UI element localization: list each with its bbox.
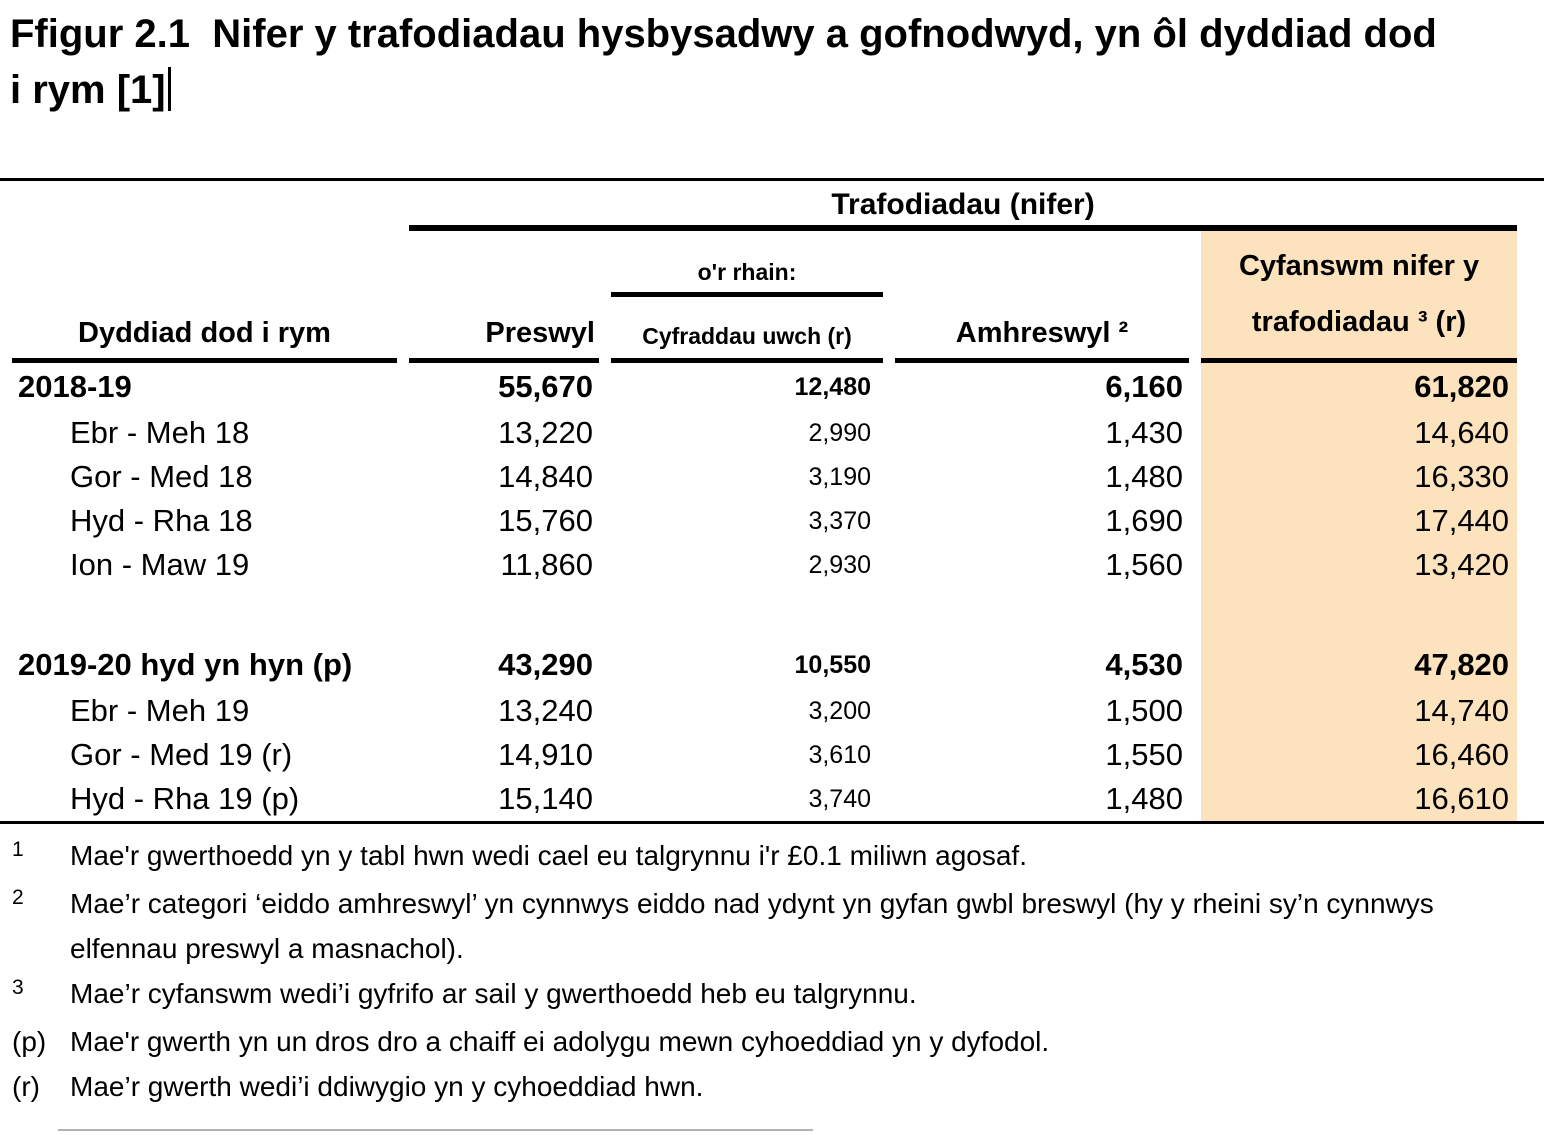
- table-row: Ion - Maw 19 11,860 2,930 1,560 13,420: [12, 543, 1518, 587]
- empty-cell: [409, 587, 599, 641]
- col-header-total-line2: trafodiadau ³ (r): [1251, 306, 1467, 338]
- higher-rates-value: 3,610: [808, 740, 871, 769]
- empty-cell: [895, 231, 1189, 297]
- non-residential-value: 1,480: [1105, 459, 1183, 494]
- higher-rates-value: 12,480: [794, 372, 871, 401]
- col-header-non-residential: Amhreswyl ²: [895, 297, 1189, 363]
- footnote-1: 1 Mae'r gwerthoedd yn y tabl hwn wedi ca…: [12, 833, 1534, 881]
- non-residential-value: 1,550: [1105, 737, 1183, 772]
- col-header-total: Cyfanswm nifer y trafodiadau ³ (r): [1201, 231, 1518, 363]
- empty-cell: [409, 231, 599, 297]
- residential-value: 14,910: [498, 737, 593, 772]
- table-row: Hyd - Rha 19 (p) 15,140 3,740 1,480 16,6…: [12, 777, 1518, 821]
- non-residential-value: 4,530: [1105, 647, 1183, 682]
- table-row-2018-19-total: 2018-19 55,670 12,480 6,160 61,820: [12, 363, 1518, 411]
- row-label: Gor - Med 19 (r): [70, 737, 293, 772]
- footnote-marker: (r): [12, 1071, 40, 1102]
- footnote-2: 2 Mae’r categori ‘eiddo amhreswyl’ yn cy…: [12, 881, 1534, 971]
- footnote-r: (r) Mae’r gwerth wedi’i ddiwygio yn y cy…: [12, 1064, 1534, 1109]
- table-row-2019-20-total: 2019-20 hyd yn hyn (p) 43,290 10,550 4,5…: [12, 641, 1518, 689]
- non-residential-value: 1,690: [1105, 503, 1183, 538]
- empty-highlight-cell: [1201, 587, 1518, 641]
- total-value: 16,610: [1201, 777, 1518, 821]
- row-label: Hyd - Rha 19 (p): [70, 781, 300, 816]
- footnote-text: Mae'r gwerth yn un dros dro a chaiff ei …: [70, 1026, 1050, 1057]
- empty-cell: [12, 181, 397, 231]
- figure-title: Ffigur 2.1 Nifer y trafodiadau hysbysadw…: [10, 6, 1450, 118]
- row-label: 2018-19: [18, 369, 132, 404]
- col-header-higher-rates: Cyfraddau uwch (r): [611, 297, 883, 363]
- total-value: 14,740: [1201, 689, 1518, 733]
- table-row: Gor - Med 18 14,840 3,190 1,480 16,330: [12, 455, 1518, 499]
- empty-cell: [12, 587, 397, 641]
- non-residential-value: 1,560: [1105, 547, 1183, 582]
- col-header-date: Dyddiad dod i rym: [12, 297, 397, 363]
- column-header-row: Dyddiad dod i rym Preswyl Cyfraddau uwch…: [12, 297, 1517, 363]
- higher-rates-value: 10,550: [794, 650, 871, 679]
- col-header-residential: Preswyl: [409, 297, 599, 363]
- non-residential-value: 1,430: [1105, 415, 1183, 450]
- subgroup-header: o'r rhain:: [611, 231, 883, 297]
- residential-value: 13,220: [498, 415, 593, 450]
- total-value: 17,440: [1201, 499, 1518, 543]
- residential-value: 14,840: [498, 459, 593, 494]
- total-value: 16,330: [1201, 455, 1518, 499]
- footnotes: 1 Mae'r gwerthoedd yn y tabl hwn wedi ca…: [12, 833, 1534, 1109]
- footnote-marker: 2: [12, 886, 24, 909]
- empty-cell: [12, 231, 397, 297]
- higher-rates-value: 3,200: [808, 696, 871, 725]
- total-value: 61,820: [1201, 363, 1518, 411]
- footnote-p: (p) Mae'r gwerth yn un dros dro a chaiff…: [12, 1019, 1534, 1064]
- text-cursor-caret: [167, 67, 171, 111]
- residential-value: 15,760: [498, 503, 593, 538]
- partial-rule-line: [58, 1129, 813, 1131]
- empty-cell: [611, 587, 883, 641]
- transactions-table: Trafodiadau (nifer) o'r rhain: Cyfanswm …: [0, 178, 1544, 824]
- col-header-total-line1: Cyfanswm nifer y: [1238, 250, 1480, 282]
- residential-value: 55,670: [498, 369, 593, 404]
- footnote-marker: 1: [12, 838, 24, 861]
- higher-rates-value: 2,930: [808, 550, 871, 579]
- footnote-marker: (p): [12, 1026, 47, 1057]
- footnote-text: Mae’r gwerth wedi’i ddiwygio yn y cyhoed…: [70, 1071, 704, 1102]
- row-label: Hyd - Rha 18: [70, 503, 253, 538]
- higher-rates-value: 3,190: [808, 462, 871, 491]
- footnote-marker: 3: [12, 976, 24, 999]
- residential-value: 43,290: [498, 647, 593, 682]
- footnote-text: Mae’r cyfanswm wedi’i gyfrifo ar sail y …: [70, 978, 917, 1009]
- residential-value: 15,140: [498, 781, 593, 816]
- footnote-text: Mae'r gwerthoedd yn y tabl hwn wedi cael…: [70, 840, 1027, 871]
- footnote-3: 3 Mae’r cyfanswm wedi’i gyfrifo ar sail …: [12, 971, 1534, 1019]
- footnote-text: Mae’r categori ‘eiddo amhreswyl’ yn cynn…: [70, 888, 1434, 964]
- row-label: Ebr - Meh 19: [70, 693, 250, 728]
- total-value: 16,460: [1201, 733, 1518, 777]
- non-residential-value: 1,480: [1105, 781, 1183, 816]
- residential-value: 11,860: [500, 547, 593, 582]
- row-label: Ion - Maw 19: [70, 547, 250, 582]
- table-row: Hyd - Rha 18 15,760 3,370 1,690 17,440: [12, 499, 1518, 543]
- higher-rates-value: 3,740: [808, 784, 871, 813]
- row-label: Gor - Med 18: [70, 459, 253, 494]
- row-label: 2019-20 hyd yn hyn (p): [18, 647, 353, 682]
- group-header: Trafodiadau (nifer): [409, 181, 1518, 231]
- higher-rates-value: 3,370: [808, 506, 871, 535]
- row-label: Ebr - Meh 18: [70, 415, 250, 450]
- higher-rates-value: 2,990: [808, 418, 871, 447]
- residential-value: 13,240: [498, 693, 593, 728]
- non-residential-value: 6,160: [1105, 369, 1183, 404]
- subgroup-header-row: o'r rhain: Cyfanswm nifer y trafodiadau …: [12, 231, 1518, 363]
- group-header-row: Trafodiadau (nifer): [12, 181, 1518, 231]
- total-value: 47,820: [1201, 641, 1518, 689]
- table-row: Gor - Med 19 (r) 14,910 3,610 1,550 16,4…: [12, 733, 1518, 777]
- figure-title-text: Ffigur 2.1 Nifer y trafodiadau hysbysadw…: [10, 12, 1448, 112]
- total-value: 14,640: [1201, 411, 1518, 455]
- empty-cell: [895, 587, 1189, 641]
- table-row: Ebr - Meh 18 13,220 2,990 1,430 14,640: [12, 411, 1518, 455]
- non-residential-value: 1,500: [1105, 693, 1183, 728]
- total-value: 13,420: [1201, 543, 1518, 587]
- spacer-row: [12, 587, 1518, 641]
- table-row: Ebr - Meh 19 13,240 3,200 1,500 14,740: [12, 689, 1518, 733]
